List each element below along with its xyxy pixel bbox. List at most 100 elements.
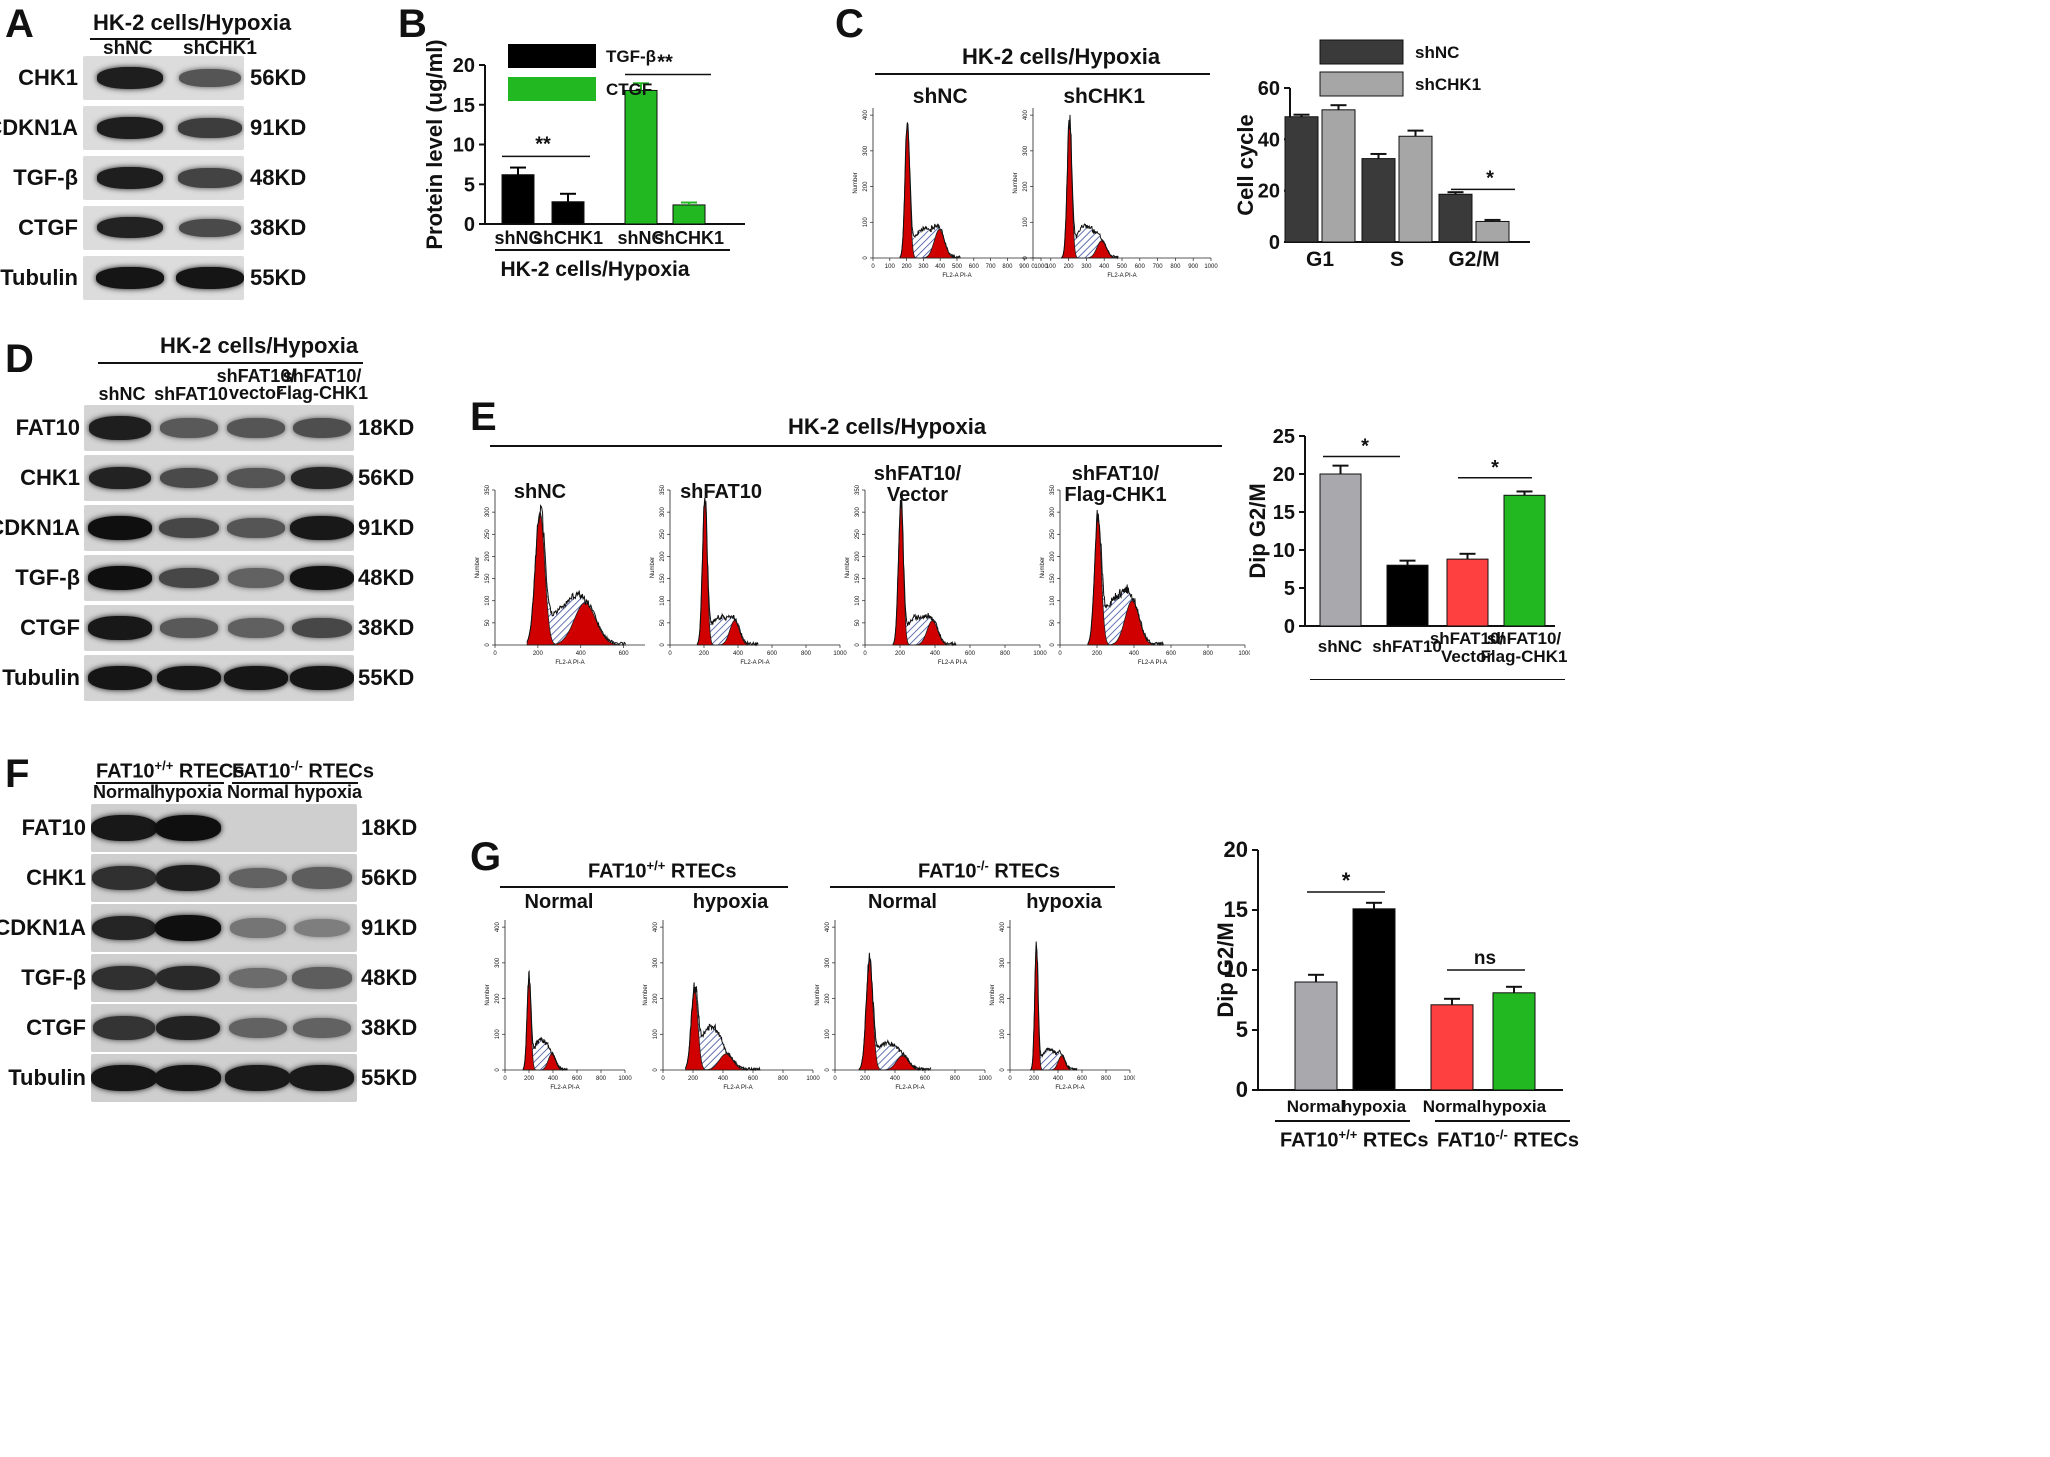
hist-x-tick-label: 0 — [661, 1076, 665, 1082]
hist-y-tick-label: 200 — [855, 551, 861, 562]
x-category-label: shFAT10/Vector — [1430, 629, 1505, 666]
legend-label: CTGF — [606, 80, 652, 99]
flow-histogram: 0 200 400 600 800 1000 0 50 100 150 200 250 300 350 FL… — [845, 463, 1047, 666]
hist-x-tick-label: 0 — [871, 264, 875, 270]
panel-letter-e: E — [470, 395, 497, 439]
y-tick-label: 40 — [1258, 129, 1280, 151]
hist-x-tick-label: 0 — [863, 651, 867, 657]
flow-histogram: 0 100 200 300 400 500 600 700 800 900 100001002003… — [853, 85, 1048, 278]
x-category-label: shFAT10 — [1372, 637, 1442, 656]
blot-band — [96, 117, 164, 139]
x-axis-label: HK-2 cells/Hypoxia — [1346, 679, 1545, 680]
blot-strip — [84, 455, 354, 501]
blot-size-label: 48KD — [250, 165, 307, 190]
histogram-title: shFAT10 — [680, 481, 762, 503]
hist-y-axis-label: Number — [845, 557, 851, 578]
hist-x-tick-label: 200 — [533, 651, 544, 657]
panel-c-group-rule — [875, 73, 1210, 75]
blot-band — [227, 518, 285, 538]
hist-y-tick-label: 250 — [855, 529, 861, 540]
hist-x-tick-label: 400 — [890, 1076, 901, 1082]
hist-x-tick-label: 300 — [1081, 264, 1092, 270]
hist-y-tick-label: 300 — [855, 506, 861, 517]
histogram-title: shFAT10/Vector — [874, 463, 962, 506]
group-rule — [500, 886, 788, 888]
hist-x-tick-label: 200 — [902, 264, 913, 270]
y-tick-label: 20 — [1224, 837, 1248, 862]
blot-protein-label: TGF-β — [21, 965, 86, 990]
blot-strip — [83, 156, 244, 200]
hist-y-tick-label: 200 — [1000, 993, 1006, 1004]
panel-letter-d: D — [5, 337, 34, 381]
hist-x-tick-label: 800 — [1101, 1076, 1112, 1082]
lane-label: vector — [228, 383, 284, 403]
blot-band — [227, 568, 285, 588]
hist-x-tick-label: 700 — [1153, 264, 1164, 270]
blot-band — [178, 218, 242, 238]
legend-label: shNC — [1415, 43, 1459, 62]
x-category-label: G2/M — [1448, 248, 1499, 271]
hist-x-tick-label: 1000 — [1123, 1076, 1135, 1082]
hist-x-axis-label: FL2-A PI-A — [942, 273, 971, 278]
s-phase-fill — [685, 986, 761, 1070]
panel-e-group-rule — [490, 445, 1222, 447]
blot-size-label: 91KD — [361, 915, 418, 940]
blot-band — [290, 666, 354, 690]
hist-x-tick-label: 0 — [1031, 264, 1035, 270]
blot-strip — [83, 56, 244, 100]
blot-band — [92, 966, 156, 990]
blot-band — [160, 418, 218, 438]
hist-x-tick-label: 600 — [1077, 1076, 1088, 1082]
flow-histogram: 0 100 200 300 400 500 600 700 800 900 100001002003… — [1013, 85, 1218, 278]
hist-y-axis-label: Number — [1040, 557, 1046, 578]
bar — [1361, 158, 1396, 243]
raw-histogram-line — [899, 122, 961, 259]
blot-band — [179, 68, 241, 88]
hist-y-tick-label: 350 — [485, 484, 491, 495]
raw-histogram-line — [1061, 114, 1119, 260]
blot-band — [155, 915, 221, 941]
hist-x-tick-label: 400 — [1053, 1076, 1064, 1082]
y-tick-label: 15 — [1224, 897, 1248, 922]
legend-swatch — [508, 44, 596, 68]
hist-x-tick-label: 800 — [596, 1076, 607, 1082]
hist-x-tick-label: 400 — [1129, 651, 1140, 657]
x-category-label: hypoxia — [1482, 1097, 1547, 1116]
hist-x-axis-label: FL2-A PI-A — [740, 660, 769, 666]
hist-y-tick-label: 0 — [1050, 643, 1056, 647]
bar — [1430, 1004, 1474, 1091]
blot-size-label: 38KD — [250, 215, 307, 240]
hist-x-tick-label: 200 — [895, 651, 906, 657]
hist-y-tick-label: 200 — [1050, 551, 1056, 562]
blot-band — [88, 666, 152, 690]
hist-y-tick-label: 100 — [863, 217, 869, 228]
hist-y-tick-label: 0 — [653, 1068, 659, 1072]
hist-y-tick-label: 400 — [825, 921, 831, 932]
blot-band — [292, 867, 352, 889]
y-tick-label: 5 — [1284, 578, 1295, 600]
x-category-label: shNC — [494, 228, 541, 248]
blot-size-label: 56KD — [358, 465, 415, 490]
y-tick-label: 20 — [1273, 464, 1295, 486]
blot-strip — [91, 1054, 357, 1102]
blot-band — [92, 866, 156, 890]
hist-x-tick-label: 800 — [1170, 264, 1181, 270]
panel-d-group-label: HK-2 cells/Hypoxia — [160, 333, 359, 358]
legend-label: shCHK1 — [1415, 75, 1481, 94]
hist-x-tick-label: 100 — [1046, 264, 1057, 270]
y-tick-label: 60 — [1258, 78, 1280, 100]
hist-x-tick-label: 400 — [718, 1076, 729, 1082]
y-tick-label: 10 — [1224, 957, 1248, 982]
hist-x-tick-label: 1000 — [618, 1076, 632, 1082]
blot-band — [292, 617, 352, 639]
hist-y-axis-label: Number — [475, 557, 481, 578]
blot-band — [229, 918, 287, 938]
hist-y-axis-label: Number — [990, 984, 996, 1005]
blot-size-label: 48KD — [361, 965, 418, 990]
hist-x-tick-label: 600 — [1166, 651, 1177, 657]
blot-band — [292, 967, 352, 989]
hist-x-tick-label: 900 — [1019, 264, 1030, 270]
group-rule — [96, 782, 224, 784]
